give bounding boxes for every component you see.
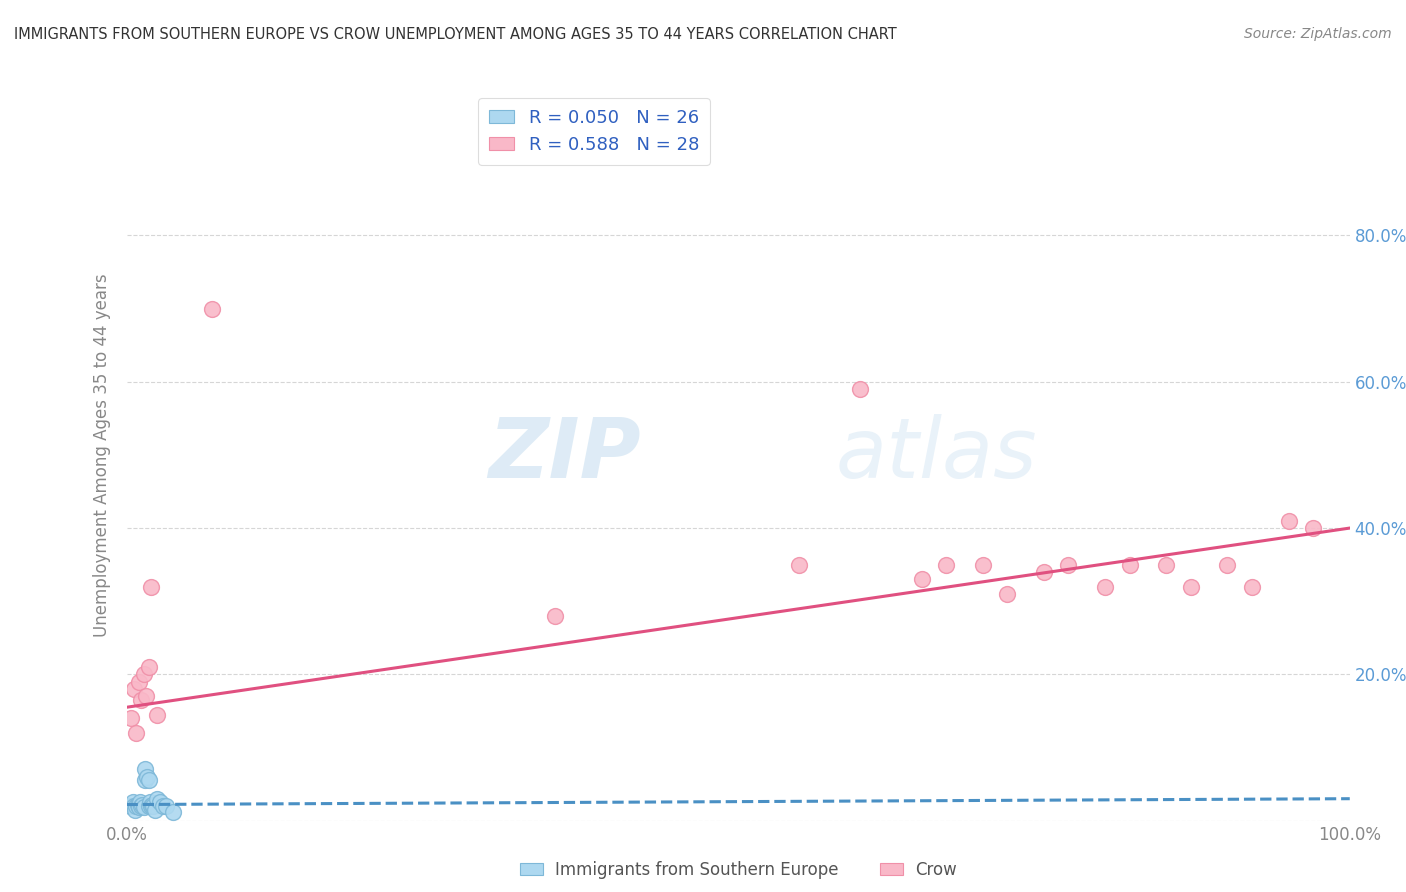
Point bbox=[132, 800, 155, 814]
Point bbox=[139, 796, 162, 810]
Point bbox=[129, 799, 152, 814]
Point bbox=[1156, 558, 1178, 572]
Text: Source: ZipAtlas.com: Source: ZipAtlas.com bbox=[1244, 27, 1392, 41]
Point bbox=[125, 726, 148, 740]
Point bbox=[134, 763, 156, 777]
Point bbox=[138, 799, 160, 814]
Point bbox=[972, 558, 994, 572]
Y-axis label: Unemployment Among Ages 35 to 44 years: Unemployment Among Ages 35 to 44 years bbox=[93, 273, 111, 637]
Point bbox=[125, 799, 148, 814]
Point bbox=[136, 770, 159, 784]
Point bbox=[148, 796, 170, 810]
Point bbox=[124, 803, 146, 817]
Text: IMMIGRANTS FROM SOUTHERN EUROPE VS CROW UNEMPLOYMENT AMONG AGES 35 TO 44 YEARS C: IMMIGRANTS FROM SOUTHERN EUROPE VS CROW … bbox=[14, 27, 897, 42]
Point bbox=[1180, 580, 1202, 594]
Point bbox=[1057, 558, 1080, 572]
Point bbox=[1278, 514, 1301, 528]
Point bbox=[139, 580, 162, 594]
Point bbox=[120, 711, 142, 725]
Point bbox=[142, 799, 165, 814]
Text: ZIP: ZIP bbox=[488, 415, 640, 495]
Point bbox=[911, 572, 934, 586]
Point bbox=[122, 681, 145, 696]
Legend: Immigrants from Southern Europe, Crow: Immigrants from Southern Europe, Crow bbox=[513, 855, 963, 886]
Point bbox=[127, 797, 149, 812]
Point bbox=[849, 382, 872, 396]
Point bbox=[141, 797, 163, 812]
Point bbox=[146, 707, 169, 722]
Point bbox=[120, 799, 142, 814]
Point bbox=[155, 799, 177, 814]
Point bbox=[995, 587, 1018, 601]
Point bbox=[1094, 580, 1116, 594]
Point bbox=[1033, 565, 1056, 579]
Point bbox=[789, 558, 811, 572]
Point bbox=[121, 796, 143, 810]
Point bbox=[134, 773, 156, 788]
Point bbox=[129, 796, 152, 810]
Point bbox=[132, 667, 155, 681]
Point bbox=[143, 803, 166, 817]
Point bbox=[201, 301, 224, 316]
Point bbox=[129, 693, 152, 707]
Point bbox=[139, 799, 162, 814]
Point bbox=[543, 608, 565, 623]
Point bbox=[138, 773, 160, 788]
Point bbox=[122, 799, 145, 814]
Point bbox=[1240, 580, 1263, 594]
Point bbox=[146, 791, 169, 805]
Point bbox=[1216, 558, 1239, 572]
Point bbox=[131, 797, 153, 812]
Point bbox=[935, 558, 957, 572]
Point bbox=[135, 690, 157, 704]
Point bbox=[138, 660, 160, 674]
Point bbox=[128, 674, 150, 689]
Point bbox=[128, 800, 150, 814]
Point bbox=[1302, 521, 1324, 535]
Point bbox=[1118, 558, 1140, 572]
Point bbox=[152, 799, 174, 814]
Text: atlas: atlas bbox=[837, 415, 1038, 495]
Point bbox=[162, 805, 184, 819]
